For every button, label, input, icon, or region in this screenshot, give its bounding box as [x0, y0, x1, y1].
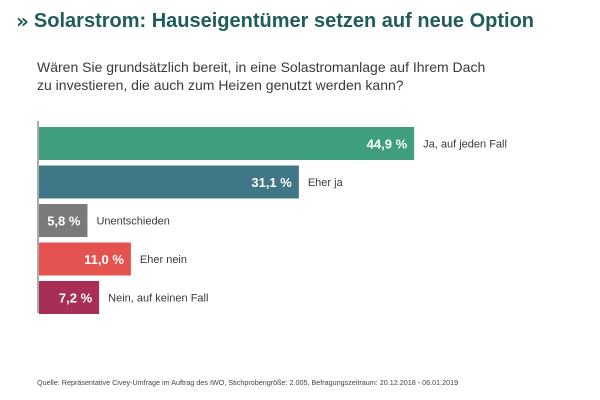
chart-question: Wären Sie grundsätzlich bereit, in eine … — [37, 58, 517, 94]
chart-question-line-2: zu investieren, die auch zum Heizen genu… — [37, 77, 404, 93]
bar-value-label: 44,9 % — [367, 137, 408, 152]
bar-category-label: Nein, auf keinen Fall — [108, 293, 208, 305]
page-title: Solarstrom: Hauseigentümer setzen auf ne… — [33, 10, 535, 32]
bar — [39, 127, 415, 160]
double-chevron-right-icon: » — [16, 9, 29, 33]
bar-value-label: 11,0 % — [84, 252, 124, 267]
bar-value-label: 31,1 % — [251, 175, 292, 190]
source-note: Quelle: Repräsentative Civey-Umfrage im … — [37, 378, 459, 387]
bar — [39, 165, 299, 199]
title-row: » Solarstrom: Hauseigentümer setzen auf … — [16, 8, 534, 34]
bar — [39, 204, 88, 237]
bar-value-label: 5,8 % — [47, 214, 81, 229]
chart-question-line-1: Wären Sie grundsätzlich bereit, in eine … — [37, 59, 486, 75]
bar-value-label: 7,2 % — [59, 291, 93, 306]
bar — [39, 281, 100, 314]
bar-category-label: Eher nein — [140, 254, 187, 266]
bar — [39, 242, 131, 276]
bar-category-label: Ja, auf jeden Fall — [423, 139, 507, 151]
bar-category-label: Unentschieden — [96, 216, 169, 228]
bar-category-label: Eher ja — [308, 177, 344, 189]
